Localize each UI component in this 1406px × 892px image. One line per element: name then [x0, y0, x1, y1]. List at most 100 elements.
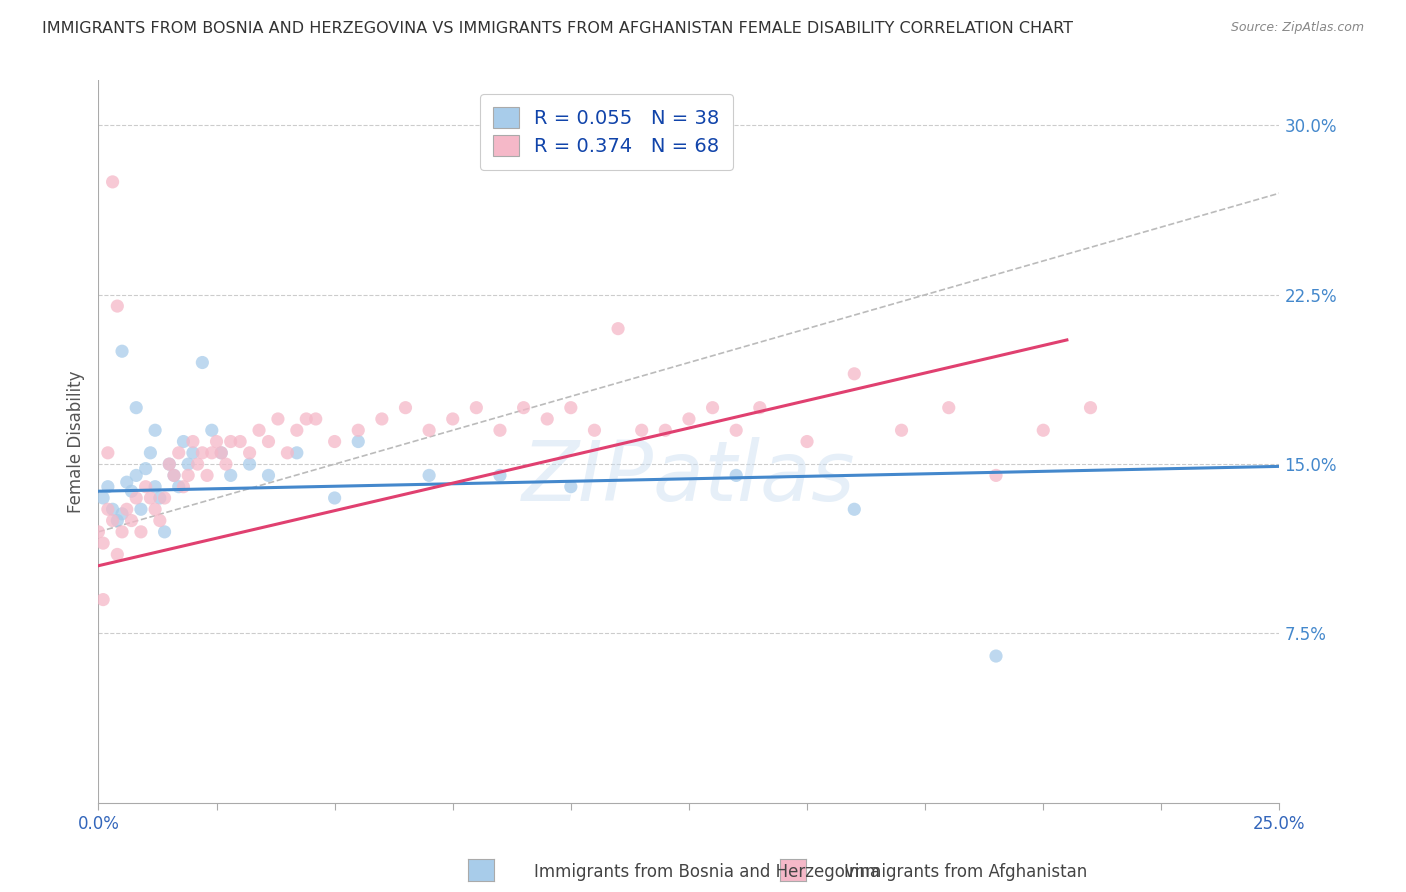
Point [276, 446, 298, 460]
Point [163, 468, 186, 483]
Legend: R = 0.055   N = 38, R = 0.374   N = 68: R = 0.055 N = 38, R = 0.374 N = 68 [479, 94, 733, 170]
Point [97, 446, 120, 460]
Point [201, 446, 224, 460]
Point [209, 446, 232, 460]
Point [347, 434, 370, 449]
Point [135, 480, 157, 494]
Point [157, 457, 180, 471]
Point [630, 423, 652, 437]
Point [172, 480, 194, 494]
Point [101, 502, 124, 516]
Point [1080, 401, 1102, 415]
Point [135, 461, 157, 475]
Point [844, 502, 866, 516]
Point [489, 423, 512, 437]
Point [323, 434, 346, 449]
Point [285, 423, 308, 437]
Point [796, 434, 818, 449]
Point [153, 524, 176, 539]
Point [984, 648, 1007, 663]
Point [143, 502, 166, 516]
Point [139, 491, 162, 505]
Point [465, 401, 488, 415]
Point [890, 423, 912, 437]
Point [195, 468, 218, 483]
Point [97, 502, 120, 516]
Point [121, 514, 143, 528]
Text: ZIPatlas: ZIPatlas [522, 437, 856, 518]
Point [105, 514, 128, 528]
Point [654, 423, 676, 437]
Point [91, 536, 114, 550]
Point [177, 468, 200, 483]
Point [167, 480, 190, 494]
Point [111, 344, 134, 359]
Point [105, 299, 128, 313]
Point [560, 401, 582, 415]
Point [725, 423, 748, 437]
Point [347, 423, 370, 437]
Point [139, 446, 162, 460]
Point [394, 401, 416, 415]
Point [984, 468, 1007, 483]
Point [101, 175, 124, 189]
Point [219, 434, 242, 449]
Point [191, 355, 214, 369]
Point [512, 401, 534, 415]
Point [725, 468, 748, 483]
Point [239, 446, 262, 460]
Point [229, 434, 252, 449]
Point [125, 468, 148, 483]
Point [257, 434, 280, 449]
Point [115, 502, 138, 516]
Point [125, 491, 148, 505]
Point [181, 446, 204, 460]
Point [97, 480, 120, 494]
Text: Source: ZipAtlas.com: Source: ZipAtlas.com [1230, 21, 1364, 34]
Point [111, 507, 134, 521]
Point [101, 514, 124, 528]
Point [1032, 423, 1054, 437]
Point [129, 502, 152, 516]
Point [748, 401, 770, 415]
Point [153, 491, 176, 505]
Point [285, 446, 308, 460]
Point [418, 468, 440, 483]
Point [938, 401, 960, 415]
Point [143, 423, 166, 437]
Point [177, 457, 200, 471]
Text: IMMIGRANTS FROM BOSNIA AND HERZEGOVINA VS IMMIGRANTS FROM AFGHANISTAN FEMALE DIS: IMMIGRANTS FROM BOSNIA AND HERZEGOVINA V… [42, 21, 1073, 36]
Point [181, 434, 204, 449]
Point [91, 491, 114, 505]
Point [418, 423, 440, 437]
Point [209, 446, 232, 460]
Point [143, 480, 166, 494]
Point [583, 423, 606, 437]
Point [149, 491, 172, 505]
Point [295, 412, 318, 426]
Point [111, 524, 134, 539]
Point [105, 548, 128, 562]
Point [149, 514, 172, 528]
Point [121, 484, 143, 499]
Point [219, 468, 242, 483]
Point [678, 412, 700, 426]
Point [489, 468, 512, 483]
Point [607, 321, 630, 335]
Point [267, 412, 290, 426]
Point [167, 446, 190, 460]
Point [163, 468, 186, 483]
Point [257, 468, 280, 483]
Point [191, 446, 214, 460]
Point [323, 491, 346, 505]
Point [115, 475, 138, 490]
Point [172, 434, 194, 449]
Point [91, 592, 114, 607]
Point [187, 457, 209, 471]
Point [371, 412, 394, 426]
Point [157, 457, 180, 471]
Point [201, 423, 224, 437]
Point [125, 401, 148, 415]
Point [844, 367, 866, 381]
Text: Immigrants from Bosnia and Herzegovina: Immigrants from Bosnia and Herzegovina [534, 863, 880, 881]
